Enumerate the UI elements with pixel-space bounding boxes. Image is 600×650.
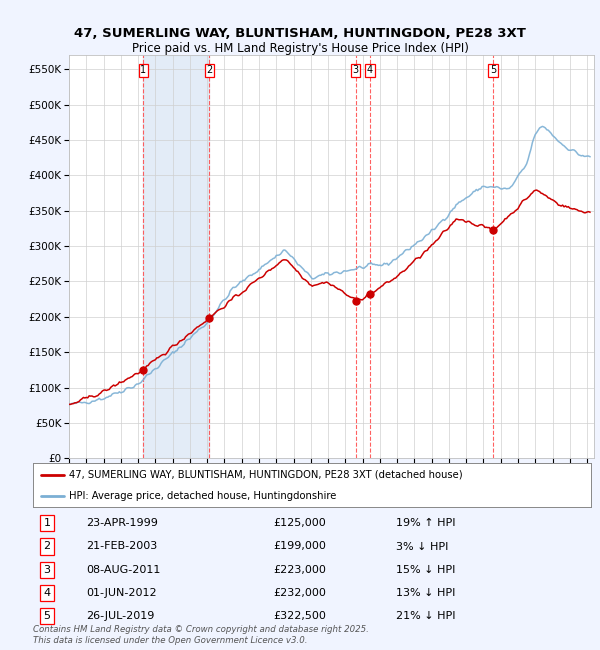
Text: 13% ↓ HPI: 13% ↓ HPI	[396, 588, 455, 598]
Text: 26-JUL-2019: 26-JUL-2019	[86, 611, 154, 621]
Bar	[143, 55, 209, 458]
Text: £125,000: £125,000	[273, 518, 326, 528]
Text: 08-AUG-2011: 08-AUG-2011	[86, 565, 160, 575]
Text: 19% ↑ HPI: 19% ↑ HPI	[396, 518, 455, 528]
Text: 47, SUMERLING WAY, BLUNTISHAM, HUNTINGDON, PE28 3XT: 47, SUMERLING WAY, BLUNTISHAM, HUNTINGDO…	[74, 27, 526, 40]
Text: £223,000: £223,000	[273, 565, 326, 575]
Text: 47, SUMERLING WAY, BLUNTISHAM, HUNTINGDON, PE28 3XT (detached house): 47, SUMERLING WAY, BLUNTISHAM, HUNTINGDO…	[69, 470, 463, 480]
Text: HPI: Average price, detached house, Huntingdonshire: HPI: Average price, detached house, Hunt…	[69, 491, 337, 501]
Text: £232,000: £232,000	[273, 588, 326, 598]
Text: 21% ↓ HPI: 21% ↓ HPI	[396, 611, 455, 621]
Text: 01-JUN-2012: 01-JUN-2012	[86, 588, 157, 598]
Text: £199,000: £199,000	[273, 541, 326, 551]
Text: 4: 4	[367, 66, 373, 75]
Text: 3: 3	[353, 66, 359, 75]
Text: 3% ↓ HPI: 3% ↓ HPI	[396, 541, 448, 551]
Text: 5: 5	[43, 611, 50, 621]
Text: 23-APR-1999: 23-APR-1999	[86, 518, 158, 528]
Text: 2: 2	[43, 541, 50, 551]
Text: 1: 1	[140, 66, 146, 75]
Text: 5: 5	[490, 66, 496, 75]
Text: 3: 3	[43, 565, 50, 575]
Text: 15% ↓ HPI: 15% ↓ HPI	[396, 565, 455, 575]
Text: 21-FEB-2003: 21-FEB-2003	[86, 541, 157, 551]
Text: £322,500: £322,500	[273, 611, 326, 621]
Text: 2: 2	[206, 66, 212, 75]
Text: Contains HM Land Registry data © Crown copyright and database right 2025.
This d: Contains HM Land Registry data © Crown c…	[33, 625, 369, 645]
Text: 1: 1	[43, 518, 50, 528]
Text: 4: 4	[43, 588, 50, 598]
Text: Price paid vs. HM Land Registry's House Price Index (HPI): Price paid vs. HM Land Registry's House …	[131, 42, 469, 55]
